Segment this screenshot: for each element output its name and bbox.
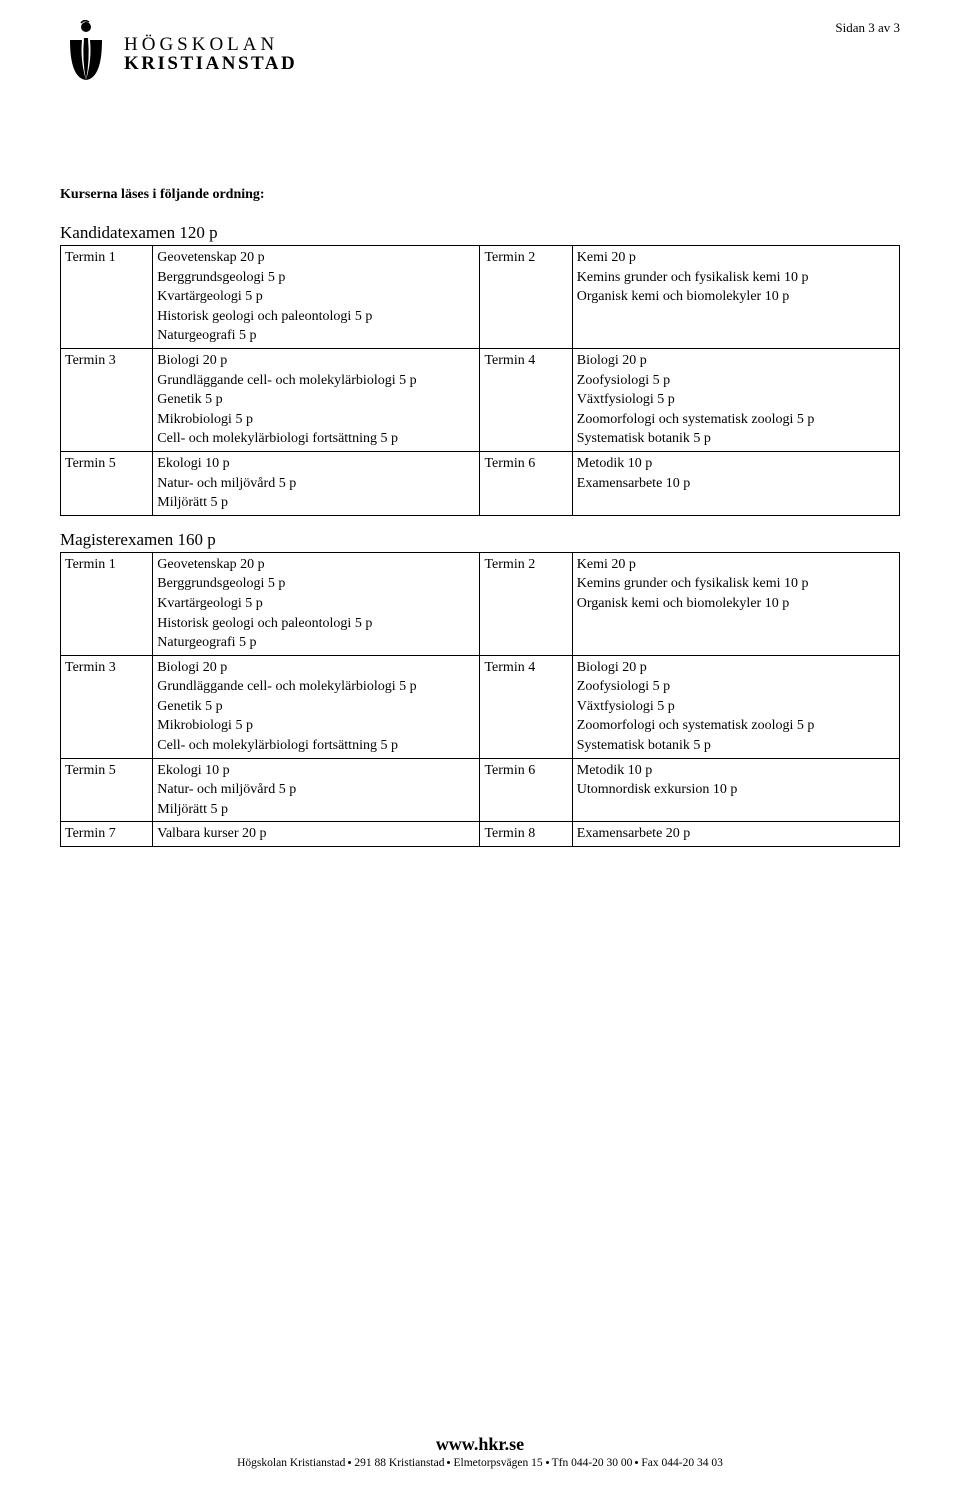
- term-cell: Termin 2: [480, 246, 572, 349]
- body-cell: Metodik 10 p Examensarbete 10 p: [572, 451, 899, 515]
- term-cell: Termin 3: [61, 348, 153, 451]
- term-cell: Termin 2: [480, 552, 572, 655]
- logo-icon: [60, 20, 112, 87]
- term-cell: Termin 5: [61, 451, 153, 515]
- separator-dot-icon: [546, 1461, 549, 1464]
- term-cell: Termin 5: [61, 758, 153, 822]
- body-cell: Biologi 20 p Grundläggande cell- och mol…: [153, 655, 480, 758]
- footer-address-part: Fax 044-20 34 03: [641, 1457, 722, 1469]
- header: HÖGSKOLAN KRISTIANSTAD Sidan 3 av 3: [60, 20, 900, 87]
- term-cell: Termin 1: [61, 552, 153, 655]
- table-title: Kandidatexamen 120 p: [60, 223, 900, 243]
- table-row: Termin 3Biologi 20 p Grundläggande cell-…: [61, 655, 900, 758]
- term-cell: Termin 8: [480, 822, 572, 847]
- separator-dot-icon: [447, 1461, 450, 1464]
- content: Kurserna läses i följande ordning: Kandi…: [60, 187, 900, 847]
- body-cell: Ekologi 10 p Natur- och miljövård 5 p Mi…: [153, 758, 480, 822]
- logo-block: HÖGSKOLAN KRISTIANSTAD: [60, 20, 297, 87]
- body-cell: Examensarbete 20 p: [572, 822, 899, 847]
- page: HÖGSKOLAN KRISTIANSTAD Sidan 3 av 3 Kurs…: [0, 0, 960, 1499]
- body-cell: Kemi 20 p Kemins grunder och fysikalisk …: [572, 552, 899, 655]
- body-cell: Metodik 10 p Utomnordisk exkursion 10 p: [572, 758, 899, 822]
- separator-dot-icon: [635, 1461, 638, 1464]
- body-cell: Biologi 20 p Zoofysiologi 5 p Växtfysiol…: [572, 655, 899, 758]
- term-cell: Termin 7: [61, 822, 153, 847]
- table-row: Termin 1Geovetenskap 20 p Berggrundsgeol…: [61, 246, 900, 349]
- footer-address-part: Elmetorpsvägen 15: [453, 1457, 542, 1469]
- body-cell: Biologi 20 p Grundläggande cell- och mol…: [153, 348, 480, 451]
- body-cell: Biologi 20 p Zoofysiologi 5 p Växtfysiol…: [572, 348, 899, 451]
- body-cell: Ekologi 10 p Natur- och miljövård 5 p Mi…: [153, 451, 480, 515]
- term-cell: Termin 6: [480, 451, 572, 515]
- term-cell: Termin 4: [480, 348, 572, 451]
- footer-address: Högskolan Kristianstad 291 88 Kristiansta…: [0, 1457, 960, 1469]
- table-row: Termin 7Valbara kurser 20 pTermin 8Exame…: [61, 822, 900, 847]
- logo-line1: HÖGSKOLAN: [124, 35, 297, 54]
- term-cell: Termin 4: [480, 655, 572, 758]
- term-cell: Termin 6: [480, 758, 572, 822]
- page-number: Sidan 3 av 3: [835, 20, 900, 36]
- table-title: Magisterexamen 160 p: [60, 530, 900, 550]
- body-cell: Geovetenskap 20 p Berggrundsgeologi 5 p …: [153, 246, 480, 349]
- footer: www.hkr.se Högskolan Kristianstad 291 88 …: [0, 1434, 960, 1469]
- footer-address-part: Tfn 044-20 30 00: [552, 1457, 633, 1469]
- section-intro: Kurserna läses i följande ordning:: [60, 187, 900, 203]
- separator-dot-icon: [348, 1461, 351, 1464]
- body-cell: Geovetenskap 20 p Berggrundsgeologi 5 p …: [153, 552, 480, 655]
- term-cell: Termin 1: [61, 246, 153, 349]
- footer-address-part: 291 88 Kristianstad: [354, 1457, 444, 1469]
- table-row: Termin 5Ekologi 10 p Natur- och miljövår…: [61, 758, 900, 822]
- course-table: Termin 1Geovetenskap 20 p Berggrundsgeol…: [60, 245, 900, 516]
- logo-text: HÖGSKOLAN KRISTIANSTAD: [124, 35, 297, 73]
- logo-line2: KRISTIANSTAD: [124, 54, 297, 73]
- tables-host: Kandidatexamen 120 pTermin 1Geovetenskap…: [60, 223, 900, 847]
- table-row: Termin 3Biologi 20 p Grundläggande cell-…: [61, 348, 900, 451]
- footer-address-part: Högskolan Kristianstad: [237, 1457, 345, 1469]
- term-cell: Termin 3: [61, 655, 153, 758]
- body-cell: Valbara kurser 20 p: [153, 822, 480, 847]
- table-row: Termin 1Geovetenskap 20 p Berggrundsgeol…: [61, 552, 900, 655]
- footer-url: www.hkr.se: [0, 1434, 960, 1455]
- course-table: Termin 1Geovetenskap 20 p Berggrundsgeol…: [60, 552, 900, 847]
- body-cell: Kemi 20 p Kemins grunder och fysikalisk …: [572, 246, 899, 349]
- table-row: Termin 5Ekologi 10 p Natur- och miljövår…: [61, 451, 900, 515]
